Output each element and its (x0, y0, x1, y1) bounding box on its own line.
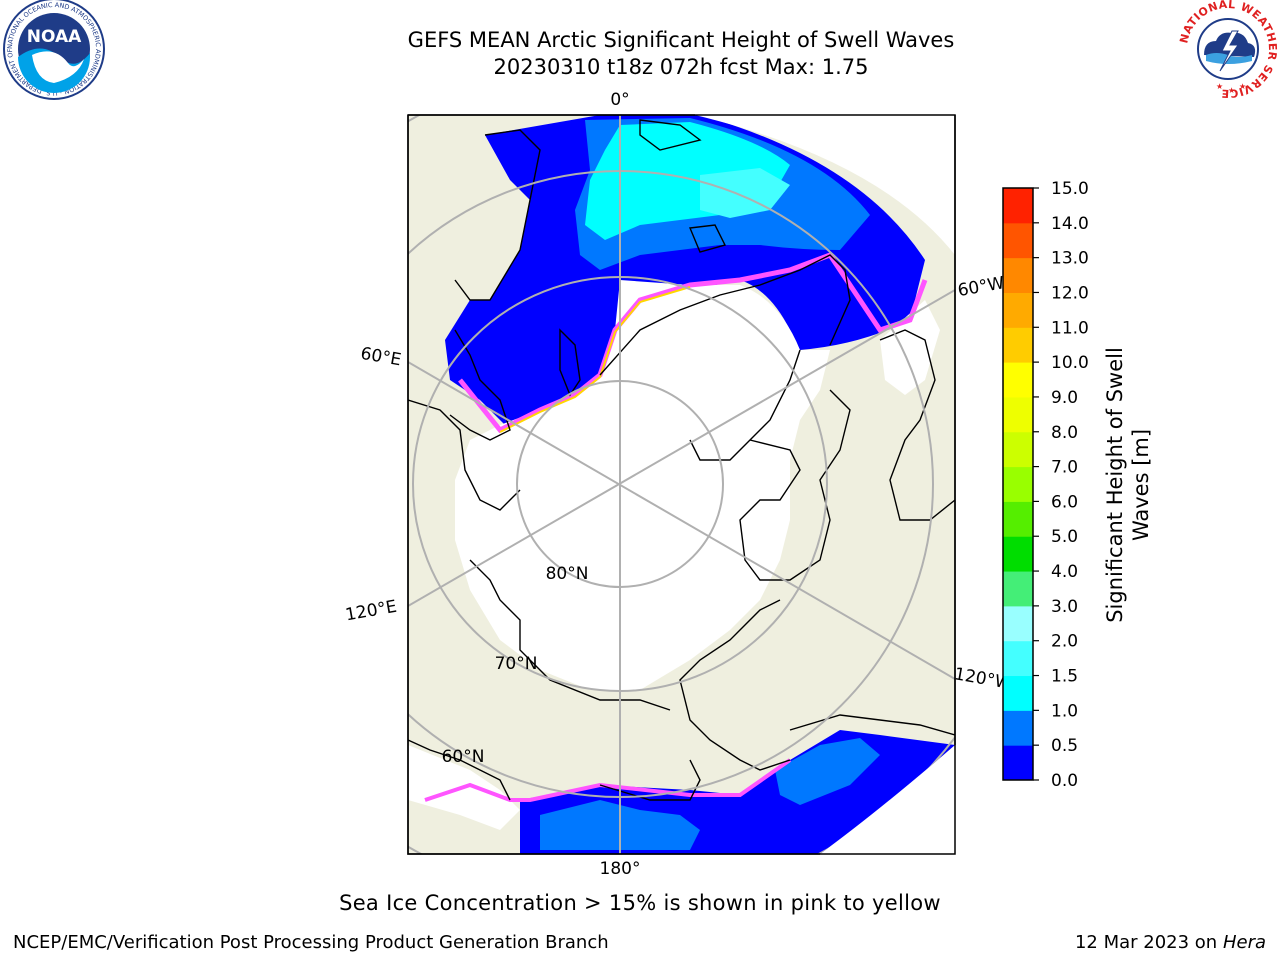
svg-text:★: ★ (1239, 82, 1246, 91)
lon-label-120e: 120°E (344, 597, 398, 626)
colorbar-box (1003, 466, 1033, 502)
ice-edge-atlantic (458, 251, 928, 434)
colorbar-tick-label: 0.5 (1051, 736, 1078, 756)
chart-title: GEFS MEAN Arctic Significant Height of S… (407, 28, 955, 52)
colorbar-tick-label: 1.0 (1051, 701, 1078, 721)
colorbar-tick-label: 4.0 (1051, 562, 1078, 582)
footer-machine: Hera (1222, 932, 1266, 953)
colorbar-tick-label: 7.0 (1051, 458, 1078, 478)
noaa-logo: NATIONAL OCEANIC AND ATMOSPHERIC ADMINIS… (2, 0, 105, 100)
colorbar-box (1003, 605, 1033, 642)
ice-edge-atlantic-yellow (499, 286, 691, 433)
colorbar: 0.0 0.5 1.0 1.5 2.0 3.0 4.0 5.0 6.0 7.0 8.0 9.0 10.0… (1002, 180, 1089, 791)
colorbar-box (1003, 640, 1033, 677)
colorbar-tick-label: 5.0 (1051, 527, 1078, 547)
colorbar-frame (1002, 187, 1034, 781)
ice-note: Sea Ice Concentration > 15% is shown in … (339, 891, 941, 915)
colorbar-tick-label: 2.0 (1051, 632, 1078, 652)
colorbar-tick-label: 1.5 (1051, 667, 1078, 687)
lat-label-60n: 60°N (442, 747, 485, 767)
colorbar-box (1003, 257, 1033, 293)
colorbar-label-line2: Waves [m] (1129, 428, 1153, 542)
swell-region-pacific-east (775, 738, 880, 805)
meridian-60e-120w (408, 361, 955, 680)
lon-label-180: 180° (600, 859, 641, 879)
colorbar-box (1003, 536, 1033, 572)
footer-date-text: 12 Mar 2023 on (1074, 932, 1218, 953)
sea-ice-hudson (880, 300, 940, 395)
svg-text:★: ★ (1228, 86, 1235, 95)
footer-org: NCEP/EMC/Verification Post Processing Pr… (13, 932, 609, 953)
colorbar-tick-label: 10.0 (1051, 353, 1089, 373)
colorbar-tick-label: 15.0 (1051, 180, 1089, 199)
colorbar-box (1003, 745, 1033, 781)
chart-subtitle: 20230310 t18z 072h fcst Max: 1.75 (493, 55, 869, 79)
colorbar-tick-label: 3.0 (1051, 597, 1078, 617)
sea-ice-arctic (455, 280, 830, 690)
colorbar-tick-label: 8.0 (1051, 423, 1078, 443)
colorbar-box (1003, 571, 1033, 607)
colorbar-tick-label: 11.0 (1051, 318, 1089, 338)
lon-label-60e: 60°E (359, 344, 403, 371)
swell-region-atlantic-high (585, 122, 790, 240)
colorbar-tick-label: 13.0 (1051, 249, 1089, 269)
colorbar-box (1003, 675, 1033, 711)
colorbar-tick-label: 9.0 (1051, 388, 1078, 408)
lat-label-70n: 70°N (495, 654, 538, 674)
colorbar-tick-label: 14.0 (1051, 214, 1089, 234)
lat-label-80n: 80°N (546, 564, 589, 584)
colorbar-label-line1: Significant Height of Swell (1103, 347, 1127, 623)
nws-logo: NATIONAL WEATHER SERVICE ★ ★ ★ (1177, 0, 1279, 100)
colorbar-box (1003, 710, 1033, 746)
colorbar-tick-label: 6.0 (1051, 492, 1078, 512)
colorbar-label: Significant Height of Swell Waves [m] (1102, 347, 1154, 623)
coastlines (408, 119, 955, 801)
colorbar-box (1003, 396, 1033, 433)
colorbar-box (1003, 362, 1033, 398)
svg-text:★: ★ (1216, 82, 1223, 91)
colorbar-tick-label: 12.0 (1051, 283, 1089, 303)
swell-region-atlantic-peak (700, 168, 790, 218)
colorbar-box (1003, 188, 1033, 224)
colorbar-tick-label: 0.0 (1051, 771, 1078, 791)
colorbar-box (1003, 222, 1033, 259)
noaa-logo-text: NOAA (27, 27, 82, 47)
colorbar-ticks: 0.0 0.5 1.0 1.5 2.0 3.0 4.0 5.0 6.0 7.0 8.0 9.0 10.0… (1033, 180, 1089, 791)
footer-date: 12 Mar 2023 on Hera (1075, 932, 1266, 953)
lon-label-0: 0° (610, 90, 629, 110)
colorbar-box (1003, 431, 1033, 468)
meridian-120e-60w (408, 289, 955, 607)
colorbar-box (1003, 292, 1033, 328)
lon-label-60w: 60°W (956, 273, 1006, 301)
colorbar-boxes (1003, 188, 1033, 781)
colorbar-box (1003, 327, 1033, 363)
colorbar-box (1003, 501, 1033, 537)
graticule (408, 115, 955, 854)
